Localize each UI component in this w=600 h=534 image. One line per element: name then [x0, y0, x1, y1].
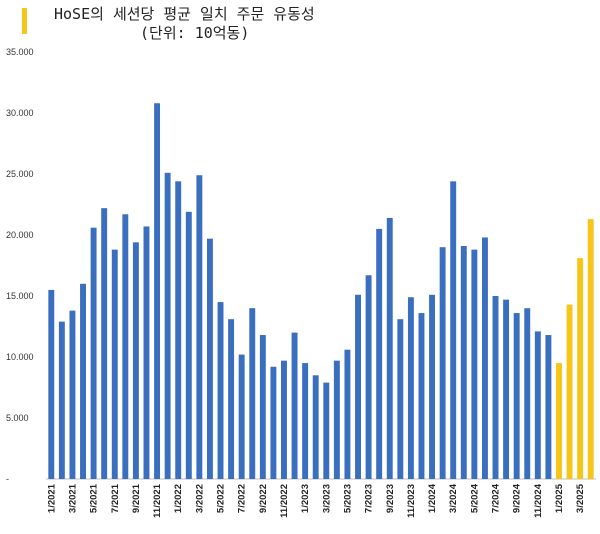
bar-6-2024 — [481, 237, 488, 479]
x-tick-label: 7/2021 — [110, 483, 121, 513]
bar-11-2023 — [407, 297, 414, 479]
y-tick-label: 30.000 — [6, 108, 34, 118]
bar-4-2024 — [460, 245, 467, 479]
x-tick-label: 3/2021 — [67, 483, 78, 513]
x-tick-label: 3/2025 — [575, 483, 586, 513]
bar-7-2023 — [365, 275, 372, 479]
bar-11-2024 — [534, 331, 541, 479]
bar-5-2024 — [471, 249, 478, 479]
x-tick-label: 9/2024 — [512, 483, 523, 513]
bar-5-2023 — [344, 349, 351, 479]
bar-1-2023 — [302, 363, 309, 479]
bar-12-2023 — [418, 313, 425, 479]
y-tick-label: 20.000 — [6, 230, 34, 240]
bar-3-2021 — [69, 310, 76, 479]
x-tick-label: 1/2023 — [300, 484, 311, 513]
bar-3-2022 — [196, 175, 203, 479]
x-tick-label: 9/2021 — [131, 483, 142, 513]
x-tick-label: 3/2022 — [194, 484, 205, 513]
bar-1-2022 — [175, 181, 182, 479]
bar-6-2022 — [228, 319, 235, 479]
bar-10-2021 — [143, 226, 150, 479]
x-tick-label: 7/2024 — [491, 483, 502, 513]
bar-5-2021 — [90, 227, 97, 479]
bar-8-2022 — [249, 308, 256, 479]
bar-6-2023 — [355, 294, 361, 479]
x-tick-label: 5/2024 — [469, 483, 480, 513]
bar-9-2022 — [259, 335, 266, 479]
bar-1-2024 — [429, 294, 436, 479]
bar-12-2024 — [545, 335, 552, 479]
bar-4-2025 — [587, 219, 594, 479]
y-tick-label: 25.000 — [6, 169, 34, 179]
x-tick-label: 1/2025 — [554, 483, 565, 513]
bar-11-2022 — [281, 360, 287, 479]
x-tick-label: 1/2021 — [46, 483, 57, 513]
bar-7-2022 — [238, 354, 245, 479]
bar-1-2025 — [556, 363, 562, 479]
bar-8-2021 — [122, 214, 129, 479]
bar-5-2022 — [217, 302, 224, 479]
y-tick-label: 15.000 — [6, 291, 34, 301]
bar-10-2022 — [270, 366, 277, 479]
x-tick-label: 5/2022 — [216, 484, 227, 513]
bar-2-2023 — [312, 375, 319, 479]
bar-4-2023 — [333, 360, 340, 479]
bar-3-2024 — [450, 181, 457, 479]
x-tick-label: 1/2022 — [173, 484, 184, 513]
x-tick-label: 11/2024 — [533, 483, 544, 518]
bar-2-2025 — [566, 304, 573, 479]
x-tick-label: 3/2023 — [321, 484, 332, 513]
bar-4-2022 — [206, 238, 213, 479]
x-tick-label: 9/2022 — [258, 484, 269, 513]
x-tick-label: 1/2024 — [427, 483, 438, 513]
x-tick-label: 11/2021 — [152, 483, 163, 518]
y-tick-label: 10.000 — [6, 352, 34, 362]
bar-9-2023 — [386, 217, 393, 480]
bar-2-2022 — [185, 211, 192, 479]
bar-12-2022 — [291, 332, 298, 479]
x-tick-label: 11/2022 — [279, 484, 290, 518]
bar-3-2025 — [577, 258, 584, 479]
bar-10-2023 — [397, 319, 404, 479]
title-accent-bar — [22, 8, 27, 34]
x-tick-label: 11/2023 — [406, 484, 417, 518]
x-tick-label: 7/2023 — [364, 484, 375, 513]
bar-2-2021 — [58, 321, 65, 479]
x-tick-label: 7/2022 — [237, 484, 248, 513]
bar-10-2024 — [524, 308, 531, 479]
chart-subtitle: (단위: 10억동) — [140, 24, 250, 42]
bar-4-2021 — [80, 283, 86, 479]
x-tick-label: 5/2023 — [342, 484, 353, 513]
y-tick-label: 5.000 — [6, 413, 29, 423]
chart-title: HoSE의 세션당 평균 일치 주문 유동성 — [54, 5, 315, 23]
bar-7-2024 — [492, 296, 499, 479]
bar-9-2024 — [513, 313, 520, 479]
bar-12-2021 — [164, 172, 171, 479]
bar-9-2021 — [132, 242, 139, 479]
x-tick-label: 5/2021 — [89, 483, 100, 513]
bar-8-2024 — [503, 299, 510, 479]
bar-7-2021 — [111, 249, 118, 479]
x-tick-label: 3/2024 — [448, 483, 459, 513]
bar-3-2023 — [323, 382, 330, 479]
bar-11-2021 — [154, 103, 161, 480]
y-tick-label: 35.000 — [6, 47, 34, 57]
bar-2-2024 — [439, 247, 446, 479]
bar-6-2021 — [101, 208, 108, 479]
x-tick-label: 9/2023 — [385, 484, 396, 513]
bar-1-2021 — [48, 289, 55, 479]
bar-8-2023 — [376, 228, 383, 479]
y-tick-label: - — [6, 474, 9, 484]
